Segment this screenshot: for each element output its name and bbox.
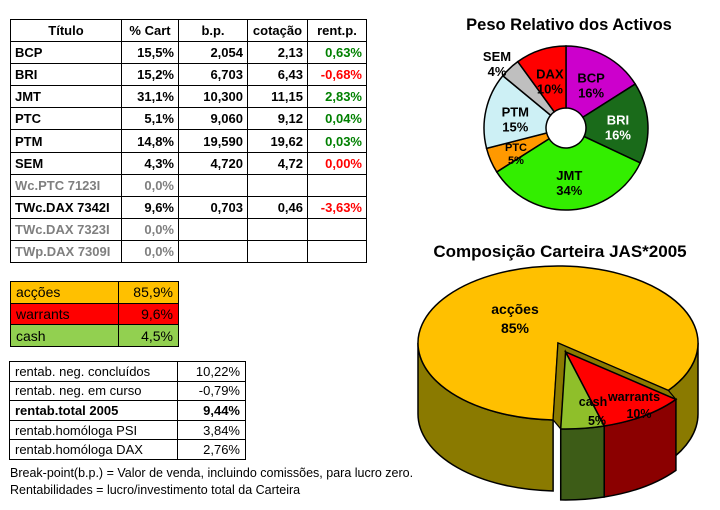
svg-text:85%: 85% [501, 320, 530, 336]
svg-text:cash: cash [579, 395, 608, 409]
svg-text:warrants: warrants [607, 390, 660, 404]
svg-text:5%: 5% [588, 414, 606, 428]
svg-text:10%: 10% [626, 407, 651, 421]
svg-text:acções: acções [491, 301, 539, 317]
